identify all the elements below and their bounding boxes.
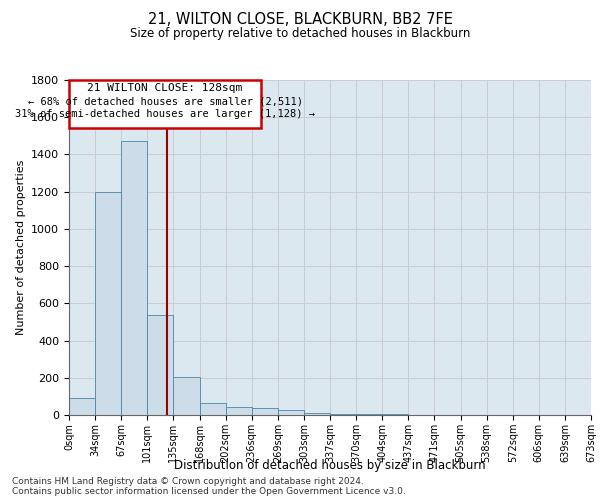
Text: 31% of semi-detached houses are larger (1,128) →: 31% of semi-detached houses are larger (… [15, 110, 315, 120]
Bar [69, 398, 95, 415]
Bar [173, 377, 199, 415]
Bar [382, 414, 409, 415]
Bar [304, 413, 330, 415]
Bar [199, 403, 226, 415]
Bar [330, 414, 356, 415]
Bar [69, 80, 261, 128]
Bar [252, 408, 278, 415]
Text: Contains public sector information licensed under the Open Government Licence v3: Contains public sector information licen… [12, 487, 406, 496]
Text: Contains HM Land Registry data © Crown copyright and database right 2024.: Contains HM Land Registry data © Crown c… [12, 477, 364, 486]
Bar [226, 406, 252, 415]
Text: 21 WILTON CLOSE: 128sqm: 21 WILTON CLOSE: 128sqm [88, 84, 242, 94]
Bar [121, 142, 148, 415]
Bar [148, 314, 173, 415]
Text: 21, WILTON CLOSE, BLACKBURN, BB2 7FE: 21, WILTON CLOSE, BLACKBURN, BB2 7FE [148, 12, 452, 28]
Bar [356, 414, 382, 415]
Y-axis label: Number of detached properties: Number of detached properties [16, 160, 26, 335]
Text: ← 68% of detached houses are smaller (2,511): ← 68% of detached houses are smaller (2,… [28, 96, 302, 106]
Text: Size of property relative to detached houses in Blackburn: Size of property relative to detached ho… [130, 28, 470, 40]
Bar [95, 192, 121, 415]
Bar [278, 410, 304, 415]
Text: Distribution of detached houses by size in Blackburn: Distribution of detached houses by size … [174, 458, 486, 471]
